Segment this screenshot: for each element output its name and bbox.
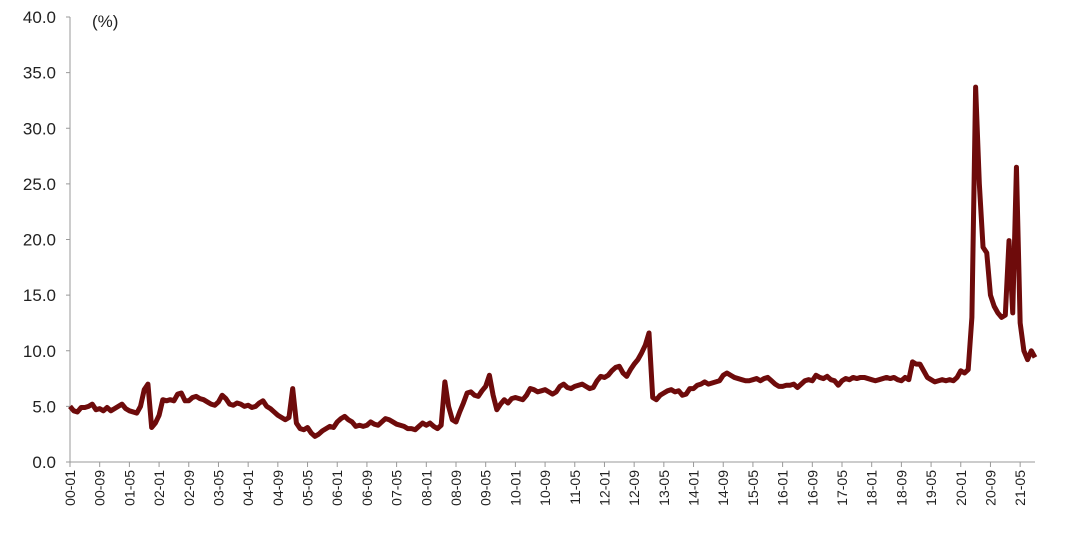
y-tick-label: 35.0	[23, 64, 56, 83]
x-tick-label: 15-05	[745, 470, 761, 506]
x-tick-label: 14-09	[715, 470, 731, 506]
y-tick-label: 20.0	[23, 231, 56, 250]
x-tick-label: 12-09	[626, 470, 642, 506]
x-tick-label: 20-01	[953, 470, 969, 506]
y-tick-label: 5.0	[32, 397, 56, 416]
x-tick-label: 00-01	[62, 470, 78, 506]
x-tick-label: 00-09	[92, 470, 108, 506]
x-tick-label: 11-05	[567, 470, 583, 505]
x-tick-label: 02-01	[151, 470, 167, 506]
y-tick-label: 25.0	[23, 175, 56, 194]
line	[68, 84, 1038, 439]
x-tick-label: 08-01	[418, 470, 434, 506]
x-tick-label: 16-01	[775, 470, 791, 506]
x-tick-label: 05-05	[300, 470, 316, 506]
x-tick-label: 08-09	[448, 470, 464, 506]
y-tick-label: 0.0	[32, 453, 56, 472]
x-tick-label: 12-01	[596, 470, 612, 506]
y-unit: (%)	[92, 12, 118, 31]
x-tick-label: 04-09	[270, 470, 286, 506]
x-tick-label: 13-05	[656, 470, 672, 506]
x-tick-label: 02-09	[181, 470, 197, 506]
x-tick-label: 01-05	[121, 470, 137, 506]
x-tick-label: 16-09	[804, 470, 820, 506]
x-tick-label: 03-05	[210, 470, 226, 506]
y-tick-label: 30.0	[23, 119, 56, 138]
x-tick-label: 06-09	[359, 470, 375, 506]
x-tick-label: 21-05	[1012, 470, 1028, 506]
x-tick-label: 10-09	[537, 470, 553, 506]
x-tick-label: 06-01	[329, 470, 345, 506]
y-tick-label: 15.0	[23, 286, 56, 305]
x-tick-label: 10-01	[507, 470, 523, 506]
x-tick-label: 09-05	[478, 470, 494, 506]
x-tick-label: 07-05	[389, 470, 405, 506]
x-tick-label: 04-01	[240, 470, 256, 506]
y-tick-label: 40.0	[23, 8, 56, 27]
x-tick-label: 19-05	[923, 470, 939, 506]
x-tick-label: 14-01	[686, 470, 702, 506]
x-tick-label: 18-09	[893, 470, 909, 506]
x-tick-label: 17-05	[834, 470, 850, 506]
x-tick-label: 18-01	[864, 470, 880, 506]
y-tick-label: 10.0	[23, 342, 56, 361]
x-tick-label: 20-09	[982, 470, 998, 506]
